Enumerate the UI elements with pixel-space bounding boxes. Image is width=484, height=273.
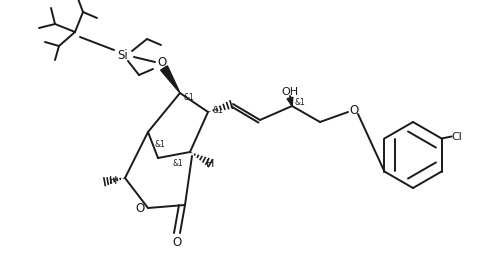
Text: &1: &1 — [294, 97, 305, 106]
Polygon shape — [287, 97, 292, 106]
Text: H: H — [108, 176, 117, 186]
Text: Cl: Cl — [450, 132, 461, 141]
Text: O: O — [172, 236, 181, 250]
Text: &1: &1 — [183, 93, 194, 102]
Text: &1: &1 — [154, 140, 165, 149]
Text: O: O — [157, 55, 166, 69]
Text: H: H — [205, 159, 214, 169]
Text: O: O — [348, 103, 358, 117]
Polygon shape — [160, 66, 180, 93]
Text: OH: OH — [281, 87, 298, 97]
Text: &1: &1 — [212, 105, 223, 114]
Text: &1: &1 — [172, 159, 183, 168]
Text: O: O — [135, 201, 144, 215]
Text: Si: Si — [118, 49, 128, 61]
